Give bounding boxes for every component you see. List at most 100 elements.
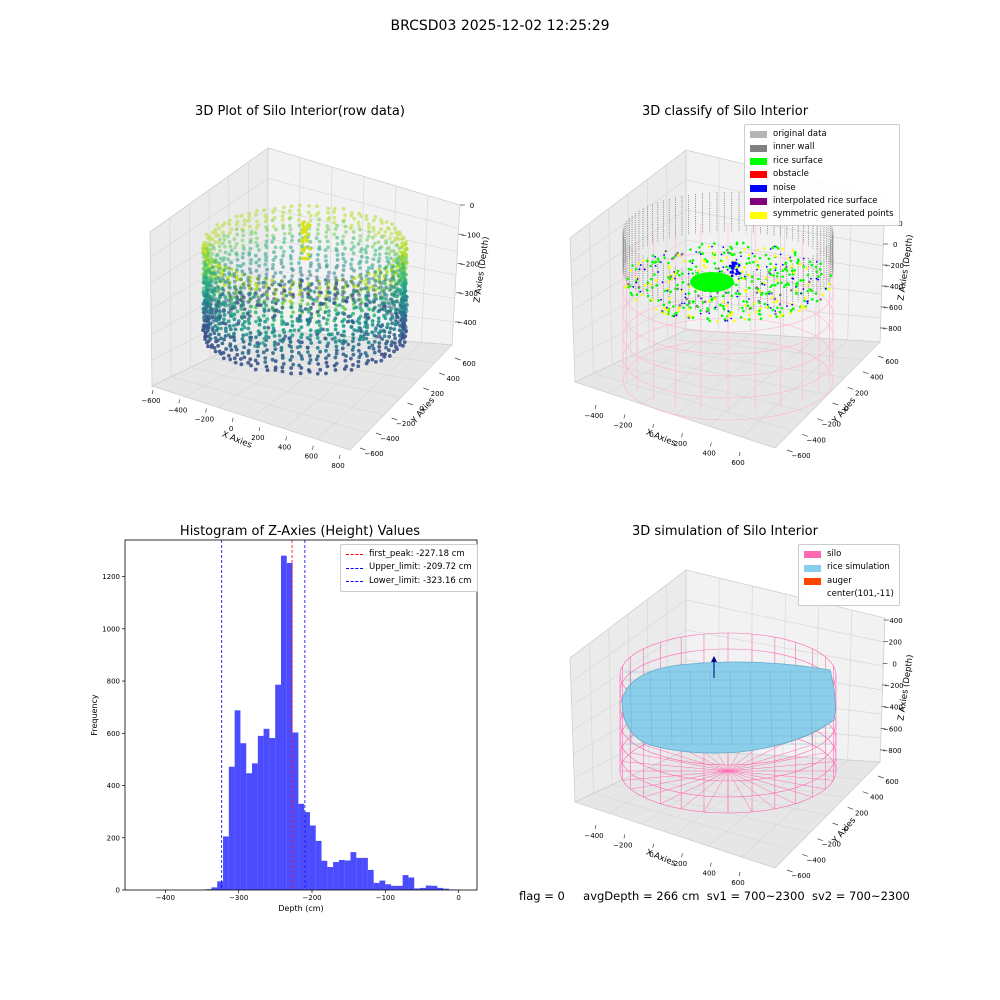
classify-point (770, 296, 774, 300)
histogram-title: Histogram of Z-Axies (Height) Values (179, 524, 421, 539)
raw-wall-point (240, 351, 245, 355)
classify-point (776, 247, 780, 250)
raw-wall-point (332, 216, 337, 220)
raw-wall-point (332, 210, 336, 214)
classify-point (665, 312, 668, 316)
classify-point (689, 306, 692, 309)
classify-point (699, 309, 702, 312)
raw-surface-point (305, 317, 310, 322)
raw-wall-point (356, 364, 361, 369)
simulation-silo-floor-spoke (727, 770, 813, 798)
classify-point (770, 283, 774, 287)
classify-point (771, 246, 775, 249)
raw-surface-point (277, 333, 282, 338)
classify-point (775, 263, 777, 266)
histogram-bar (292, 732, 299, 890)
raw-wall-point (248, 240, 253, 245)
raw-surface-point (218, 321, 223, 325)
raw-wall-point (241, 339, 246, 344)
classify-point (721, 294, 725, 298)
raw-wall-point (357, 293, 362, 297)
raw-wall-point (212, 292, 217, 297)
raw-wall-point (341, 219, 346, 224)
raw-wall-point (254, 268, 259, 273)
classify-point (688, 285, 692, 289)
raw-wall-point (289, 301, 294, 306)
raw-wall-point (207, 294, 212, 299)
classify-point (687, 272, 690, 275)
raw-wall-point (371, 276, 375, 281)
histogram-bar (246, 773, 253, 890)
classify-point (675, 314, 678, 317)
raw-surface-point (298, 283, 303, 288)
classify-point (681, 302, 683, 305)
histogram-bar (298, 803, 305, 890)
raw-wall-point (372, 313, 377, 318)
leg4-entry: auger (804, 575, 894, 588)
raw-wall-point (308, 273, 313, 277)
raw-peak-point (304, 256, 309, 261)
raw-peak-point (300, 230, 304, 235)
raw-wall-point (403, 325, 408, 330)
raw-wall-point (287, 223, 292, 228)
raw-peak-point (302, 220, 306, 224)
raw-wall-point (212, 331, 217, 336)
classify-point (758, 309, 761, 312)
raw-wall-point (324, 360, 329, 365)
simulation-tick-mark (802, 854, 808, 857)
classify-point (634, 267, 638, 271)
classify-point (701, 301, 705, 304)
raw-wall-point (240, 322, 245, 327)
raw-wall-point (240, 336, 245, 341)
raw-wall-point (203, 271, 208, 276)
raw-wall-point (387, 252, 392, 256)
raw-wall-point (341, 252, 345, 257)
classify-point (696, 271, 699, 275)
classify-legend: original data inner wall rice surface obsta… (744, 124, 900, 226)
raw-wall-point (222, 313, 227, 317)
raw-wall-point (317, 313, 321, 318)
raw-wall-point (241, 333, 246, 338)
raw-wall-point (343, 213, 347, 218)
raw-x-tick-label: 600 (305, 453, 318, 461)
raw-wall-point (222, 237, 227, 242)
raw-wall-point (332, 220, 337, 225)
classify-point (769, 285, 772, 289)
classify-point (646, 281, 649, 284)
raw-wall-point (281, 223, 286, 228)
simulation-surface-mesh (809, 669, 813, 746)
simulation-tick-mark (710, 862, 712, 867)
classify-point (808, 280, 811, 284)
classify-point (745, 300, 749, 304)
raw-z-tick-label: −300 (459, 290, 478, 298)
classify-point (780, 281, 783, 285)
classify-point (779, 253, 782, 256)
raw-wall-point (396, 268, 401, 273)
classify-point (760, 293, 763, 296)
raw-surface-point (228, 313, 233, 318)
classify-point (659, 261, 662, 264)
raw-wall-point (351, 352, 356, 357)
raw-wall-point (392, 341, 397, 346)
raw-wall-point (333, 339, 338, 344)
raw-wall-point (350, 257, 354, 262)
raw-wall-point (373, 252, 378, 257)
raw-surface-point (337, 338, 341, 343)
raw-surface-point (246, 317, 251, 321)
raw-wall-point (307, 269, 312, 274)
classify-point (815, 260, 818, 263)
classify-point (714, 267, 718, 270)
raw-wall-point (204, 232, 209, 237)
histogram-legend: first_peak: -227.18 cm Upper_limit: -209.… (340, 544, 478, 593)
raw-wall-point (222, 337, 226, 342)
raw-wall-point (281, 210, 286, 215)
classify-point (755, 291, 759, 294)
classify-point (645, 288, 649, 292)
raw-wall-point (211, 265, 216, 270)
raw-wall-point (222, 233, 226, 238)
raw-wall-point (257, 257, 262, 262)
classify-point (722, 307, 726, 311)
histogram-bar (223, 836, 229, 890)
raw-wall-point (247, 252, 252, 257)
